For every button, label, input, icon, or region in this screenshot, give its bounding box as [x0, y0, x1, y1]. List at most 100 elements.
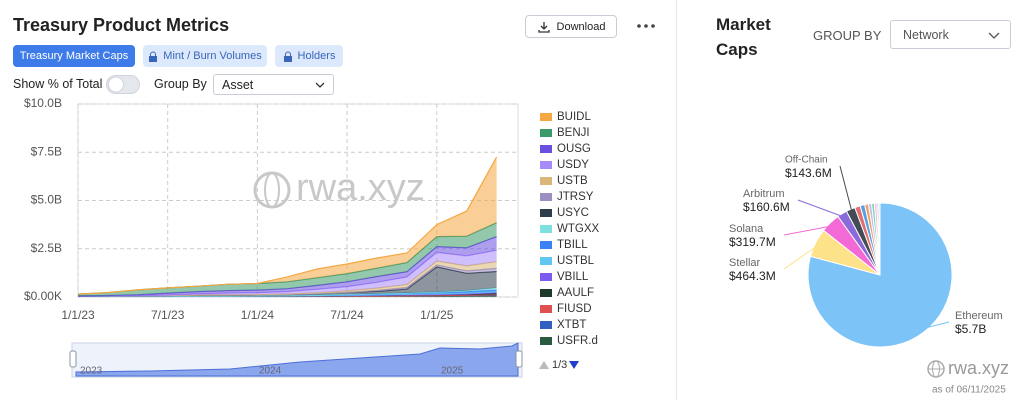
- legend-pager[interactable]: 1/3: [539, 359, 579, 371]
- legend-swatch: [540, 289, 552, 297]
- slice-label: Ethereum: [955, 310, 1003, 322]
- navigator-label: 2023: [80, 366, 103, 377]
- slice-label: Arbitrum: [743, 188, 785, 200]
- legend-label: USDY: [557, 159, 589, 171]
- pager-label: 1/3: [552, 359, 567, 371]
- legend-label: USYC: [557, 207, 589, 219]
- area: [78, 157, 497, 295]
- legend-item[interactable]: JTRSY: [540, 191, 594, 203]
- chevron: [988, 32, 1000, 39]
- download-button[interactable]: Download: [525, 15, 617, 38]
- group-by-select[interactable]: Asset: [213, 74, 334, 95]
- chevron: [315, 82, 325, 88]
- y-tick-label: $0.00K: [24, 289, 62, 303]
- legend-item[interactable]: VBILL: [540, 271, 589, 283]
- group-by-label: GROUP BY: [813, 28, 882, 43]
- legend-label: TBILL: [557, 239, 588, 251]
- legend-label: VBILL: [557, 271, 589, 283]
- tab[interactable]: Treasury Market Caps: [13, 45, 135, 67]
- network-select[interactable]: Network: [890, 20, 1011, 49]
- x-tick-label: 1/1/25: [420, 308, 454, 322]
- legend-swatch: [540, 209, 552, 217]
- legend-label: WTGXX: [557, 223, 599, 235]
- legend-item[interactable]: BENJI: [540, 127, 590, 139]
- page-title: Treasury Product Metrics: [13, 15, 230, 35]
- area-chart: $0.00K $2.5B $5.0B $7.5B $10.0B 1/1/23 7/1/23 1…: [24, 96, 599, 378]
- slice-label: Off-Chain: [785, 155, 828, 166]
- navigator-label: 2024: [259, 366, 282, 377]
- as-of-date: as of 06/11/2025: [932, 385, 1006, 396]
- logo-text: rwa.xyz: [948, 358, 1009, 378]
- legend-label: USTBL: [557, 255, 595, 267]
- select-value: Asset: [222, 77, 254, 92]
- legend-swatch: [540, 225, 552, 233]
- watermark: rwa.xyz: [253, 167, 425, 209]
- pie-slice: [878, 202, 881, 276]
- legend-swatch: [540, 177, 552, 185]
- tab[interactable]: Mint / Burn Volumes: [143, 45, 267, 67]
- x-tick-label: 1/1/23: [61, 308, 95, 322]
- legend-item[interactable]: USTBL: [540, 255, 595, 267]
- legend-label: AAULF: [557, 287, 594, 299]
- plot: $0.00K $2.5B $5.0B $7.5B $10.0B 1/1/23 7/1/23 1…: [24, 96, 519, 322]
- legend-item[interactable]: USDY: [540, 159, 589, 171]
- x-tick-label: 7/1/23: [151, 308, 185, 322]
- divider: [676, 0, 677, 400]
- slice-value: $143.6M: [785, 166, 832, 180]
- leader-line: [797, 199, 845, 218]
- download-label: Download: [556, 20, 606, 33]
- slice-value: $464.3M: [729, 269, 776, 283]
- legend-label: JTRSY: [557, 191, 594, 203]
- tab-label: Mint / Burn Volumes: [163, 50, 262, 62]
- legend-label: USFR.d: [557, 335, 598, 347]
- legend-label: USTB: [557, 175, 588, 187]
- slice-label: Stellar: [729, 257, 761, 269]
- download-icon: [537, 21, 550, 33]
- lock-icon: [149, 51, 158, 62]
- slice-value: $319.7M: [729, 235, 776, 249]
- select-value: Network: [903, 27, 949, 42]
- toggle[interactable]: [106, 75, 140, 94]
- legend-item[interactable]: WTGXX: [540, 223, 599, 235]
- area: [78, 261, 497, 296]
- panel-title: Market Caps: [716, 15, 771, 59]
- legend-item[interactable]: BUIDL: [540, 111, 591, 123]
- legend-item[interactable]: TBILL: [540, 239, 588, 251]
- slice-value: $160.6M: [743, 200, 790, 214]
- watermark-text: rwa.xyz: [296, 167, 425, 209]
- tab-label: Holders: [297, 50, 336, 62]
- y-tick-label: $2.5B: [31, 241, 62, 255]
- watermark-icon: [264, 172, 280, 208]
- tab[interactable]: Holders: [275, 45, 343, 67]
- legend-swatch: [540, 241, 552, 249]
- y-tick-label: $7.5B: [31, 144, 62, 158]
- toggle-label: Show % of Total: [13, 77, 103, 91]
- legend-item[interactable]: OUSG: [540, 143, 591, 155]
- legend-label: XTBT: [557, 319, 586, 331]
- watermark-icon: [253, 171, 291, 209]
- leader-line: [839, 165, 853, 214]
- legend-swatch: [540, 337, 552, 345]
- legend-item[interactable]: XTBT: [540, 319, 586, 331]
- legend-item[interactable]: USYC: [540, 207, 589, 219]
- navigator: 2023 2024 2025: [69, 342, 523, 378]
- slice-label: Solana: [729, 223, 764, 235]
- legend-swatch: [540, 113, 552, 121]
- legend-swatch: [540, 129, 552, 137]
- x-tick-label: 7/1/24: [330, 308, 364, 322]
- leader-line: [783, 244, 820, 270]
- area: [78, 222, 497, 296]
- legend-label: BENJI: [557, 127, 590, 139]
- area-edge: [77, 156, 498, 295]
- legend-item[interactable]: FIUSD: [540, 303, 592, 315]
- more-menu[interactable]: [636, 20, 656, 32]
- legend-swatch: [540, 193, 552, 201]
- legend-item[interactable]: USFR.d: [540, 335, 598, 347]
- legend-item[interactable]: USTB: [540, 175, 588, 187]
- legend-item[interactable]: AAULF: [540, 287, 594, 299]
- legend-swatch: [540, 161, 552, 169]
- area: [78, 250, 497, 296]
- group-by-label: Group By: [154, 77, 207, 91]
- legend-swatch: [540, 305, 552, 313]
